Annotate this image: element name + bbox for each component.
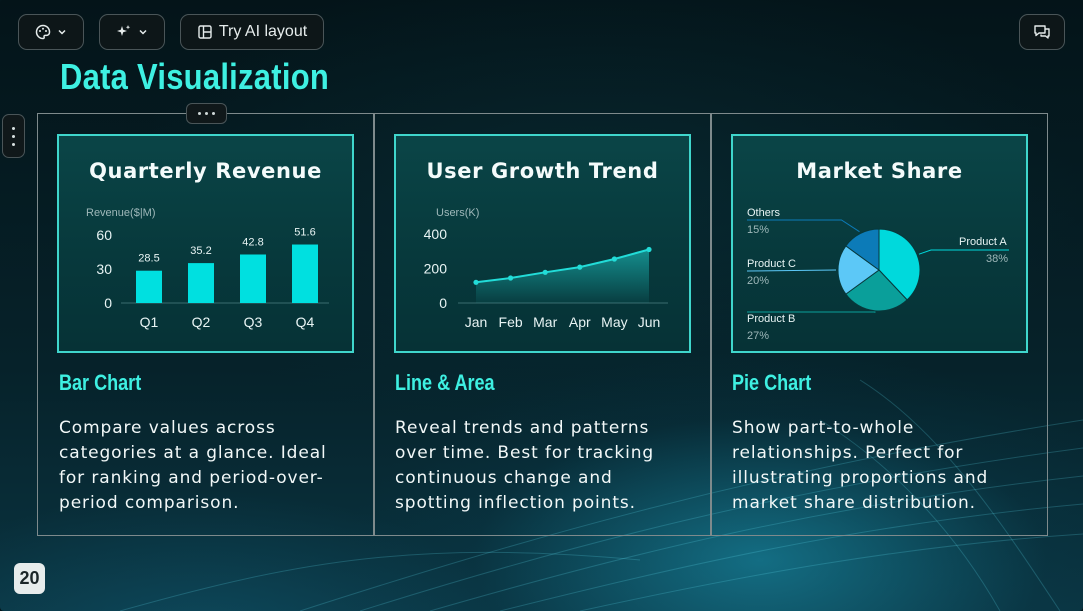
data-point xyxy=(508,275,514,281)
pie-chart: Product A 38% Product B 27% Product C 20% Othe… xyxy=(746,207,1009,342)
slide-title[interactable]: Data Visualization xyxy=(60,56,330,97)
bar xyxy=(136,270,162,303)
leader-line xyxy=(747,219,860,233)
slice-percent: 27% xyxy=(747,330,769,342)
x-tick-label: Jun xyxy=(638,314,661,330)
chevron-down-icon xyxy=(57,27,67,37)
chart-title: Market Share xyxy=(796,159,963,183)
bar-chart-heading[interactable]: Bar Chart xyxy=(59,370,142,395)
x-tick-label: Q3 xyxy=(244,314,263,330)
slice-percent: 20% xyxy=(747,275,769,287)
x-tick-label: Q2 xyxy=(192,314,211,330)
try-ai-layout-button[interactable]: Try AI layout xyxy=(180,14,324,50)
line-area-heading[interactable]: Line & Area xyxy=(395,370,495,395)
data-point xyxy=(577,264,583,270)
bar xyxy=(292,244,318,303)
x-tick-label: May xyxy=(601,314,627,330)
data-point xyxy=(542,269,548,275)
area-fill xyxy=(476,249,649,303)
x-tick-label: Jan xyxy=(465,314,488,330)
x-tick-label: Q1 xyxy=(140,314,159,330)
series-line xyxy=(475,248,650,284)
theme-menu-button[interactable] xyxy=(18,14,84,50)
bar-chart: Revenue($|M) 0 30 60 28.5 Q1 35.2 Q2 42.8 Q3 51.6 Q… xyxy=(86,207,329,330)
layout-icon xyxy=(197,24,213,40)
x-tick-label: Q4 xyxy=(296,314,315,330)
x-tick-label: Feb xyxy=(499,314,523,330)
pie-chart-card[interactable]: Market Share Product A 38% Product B 27% Pro… xyxy=(731,134,1028,353)
leader-line xyxy=(746,269,837,272)
data-label: 28.5 xyxy=(138,253,159,265)
leader-line xyxy=(747,311,876,313)
pie-slice xyxy=(878,228,921,301)
bar xyxy=(240,254,266,303)
y-tick-label: 30 xyxy=(96,261,112,277)
slice-percent: 15% xyxy=(747,224,769,236)
x-tick-label: Mar xyxy=(533,314,557,330)
column-handle[interactable] xyxy=(186,103,227,124)
pie-slice xyxy=(845,228,880,271)
slice-label: Product A xyxy=(959,236,1007,248)
chart-title: Quarterly Revenue xyxy=(89,159,322,183)
chart-title: User Growth Trend xyxy=(426,159,659,183)
bar-chart-description[interactable]: Compare values across categories at a gl… xyxy=(59,418,327,513)
pie-slice xyxy=(837,245,880,295)
data-point xyxy=(473,279,479,285)
y-axis-label: Revenue($|M) xyxy=(86,207,156,219)
column-divider xyxy=(373,113,375,536)
data-point xyxy=(611,256,617,262)
try-ai-layout-label: Try AI layout xyxy=(218,23,308,40)
bar-chart-card[interactable]: Quarterly Revenue Revenue($|M) 0 30 60 28.5 Q… xyxy=(57,134,354,353)
area-chart: Users(K) 0 200 400 Jan Feb Mar Apr May Jun xyxy=(424,207,668,330)
slice-percent: 38% xyxy=(986,253,1008,265)
data-label: 51.6 xyxy=(294,227,315,239)
palette-icon xyxy=(35,24,51,40)
sparkles-icon xyxy=(116,24,132,40)
comments-button[interactable] xyxy=(1019,14,1065,50)
y-axis-label: Users(K) xyxy=(436,207,479,219)
y-tick-label: 0 xyxy=(104,295,112,311)
comments-icon xyxy=(1033,24,1051,40)
x-tick-label: Apr xyxy=(569,314,591,330)
line-area-description[interactable]: Reveal trends and patterns over time. Be… xyxy=(395,418,655,513)
page-number-badge: 20 xyxy=(14,563,45,594)
y-tick-label: 400 xyxy=(424,226,448,242)
column-divider xyxy=(710,113,712,536)
drag-handle[interactable] xyxy=(2,114,25,158)
pie-slice xyxy=(845,269,908,312)
bar xyxy=(188,263,214,303)
data-label: 35.2 xyxy=(190,245,211,257)
leader-line xyxy=(918,249,1009,255)
pie-chart-description[interactable]: Show part-to-whole relationships. Perfec… xyxy=(732,418,989,513)
pie-chart-heading[interactable]: Pie Chart xyxy=(732,370,812,395)
data-label: 42.8 xyxy=(242,236,263,248)
slice-label: Product C xyxy=(747,258,796,270)
y-tick-label: 0 xyxy=(439,295,447,311)
y-tick-label: 200 xyxy=(424,261,448,277)
content-table[interactable] xyxy=(37,113,1048,536)
area-chart-card[interactable]: User Growth Trend Users(K) 0 200 400 Jan Feb M… xyxy=(394,134,691,353)
chevron-down-icon xyxy=(138,27,148,37)
ai-menu-button[interactable] xyxy=(99,14,165,50)
data-point xyxy=(646,246,652,253)
y-tick-label: 60 xyxy=(96,227,112,243)
slice-label: Others xyxy=(747,207,781,219)
slice-label: Product B xyxy=(747,313,795,325)
